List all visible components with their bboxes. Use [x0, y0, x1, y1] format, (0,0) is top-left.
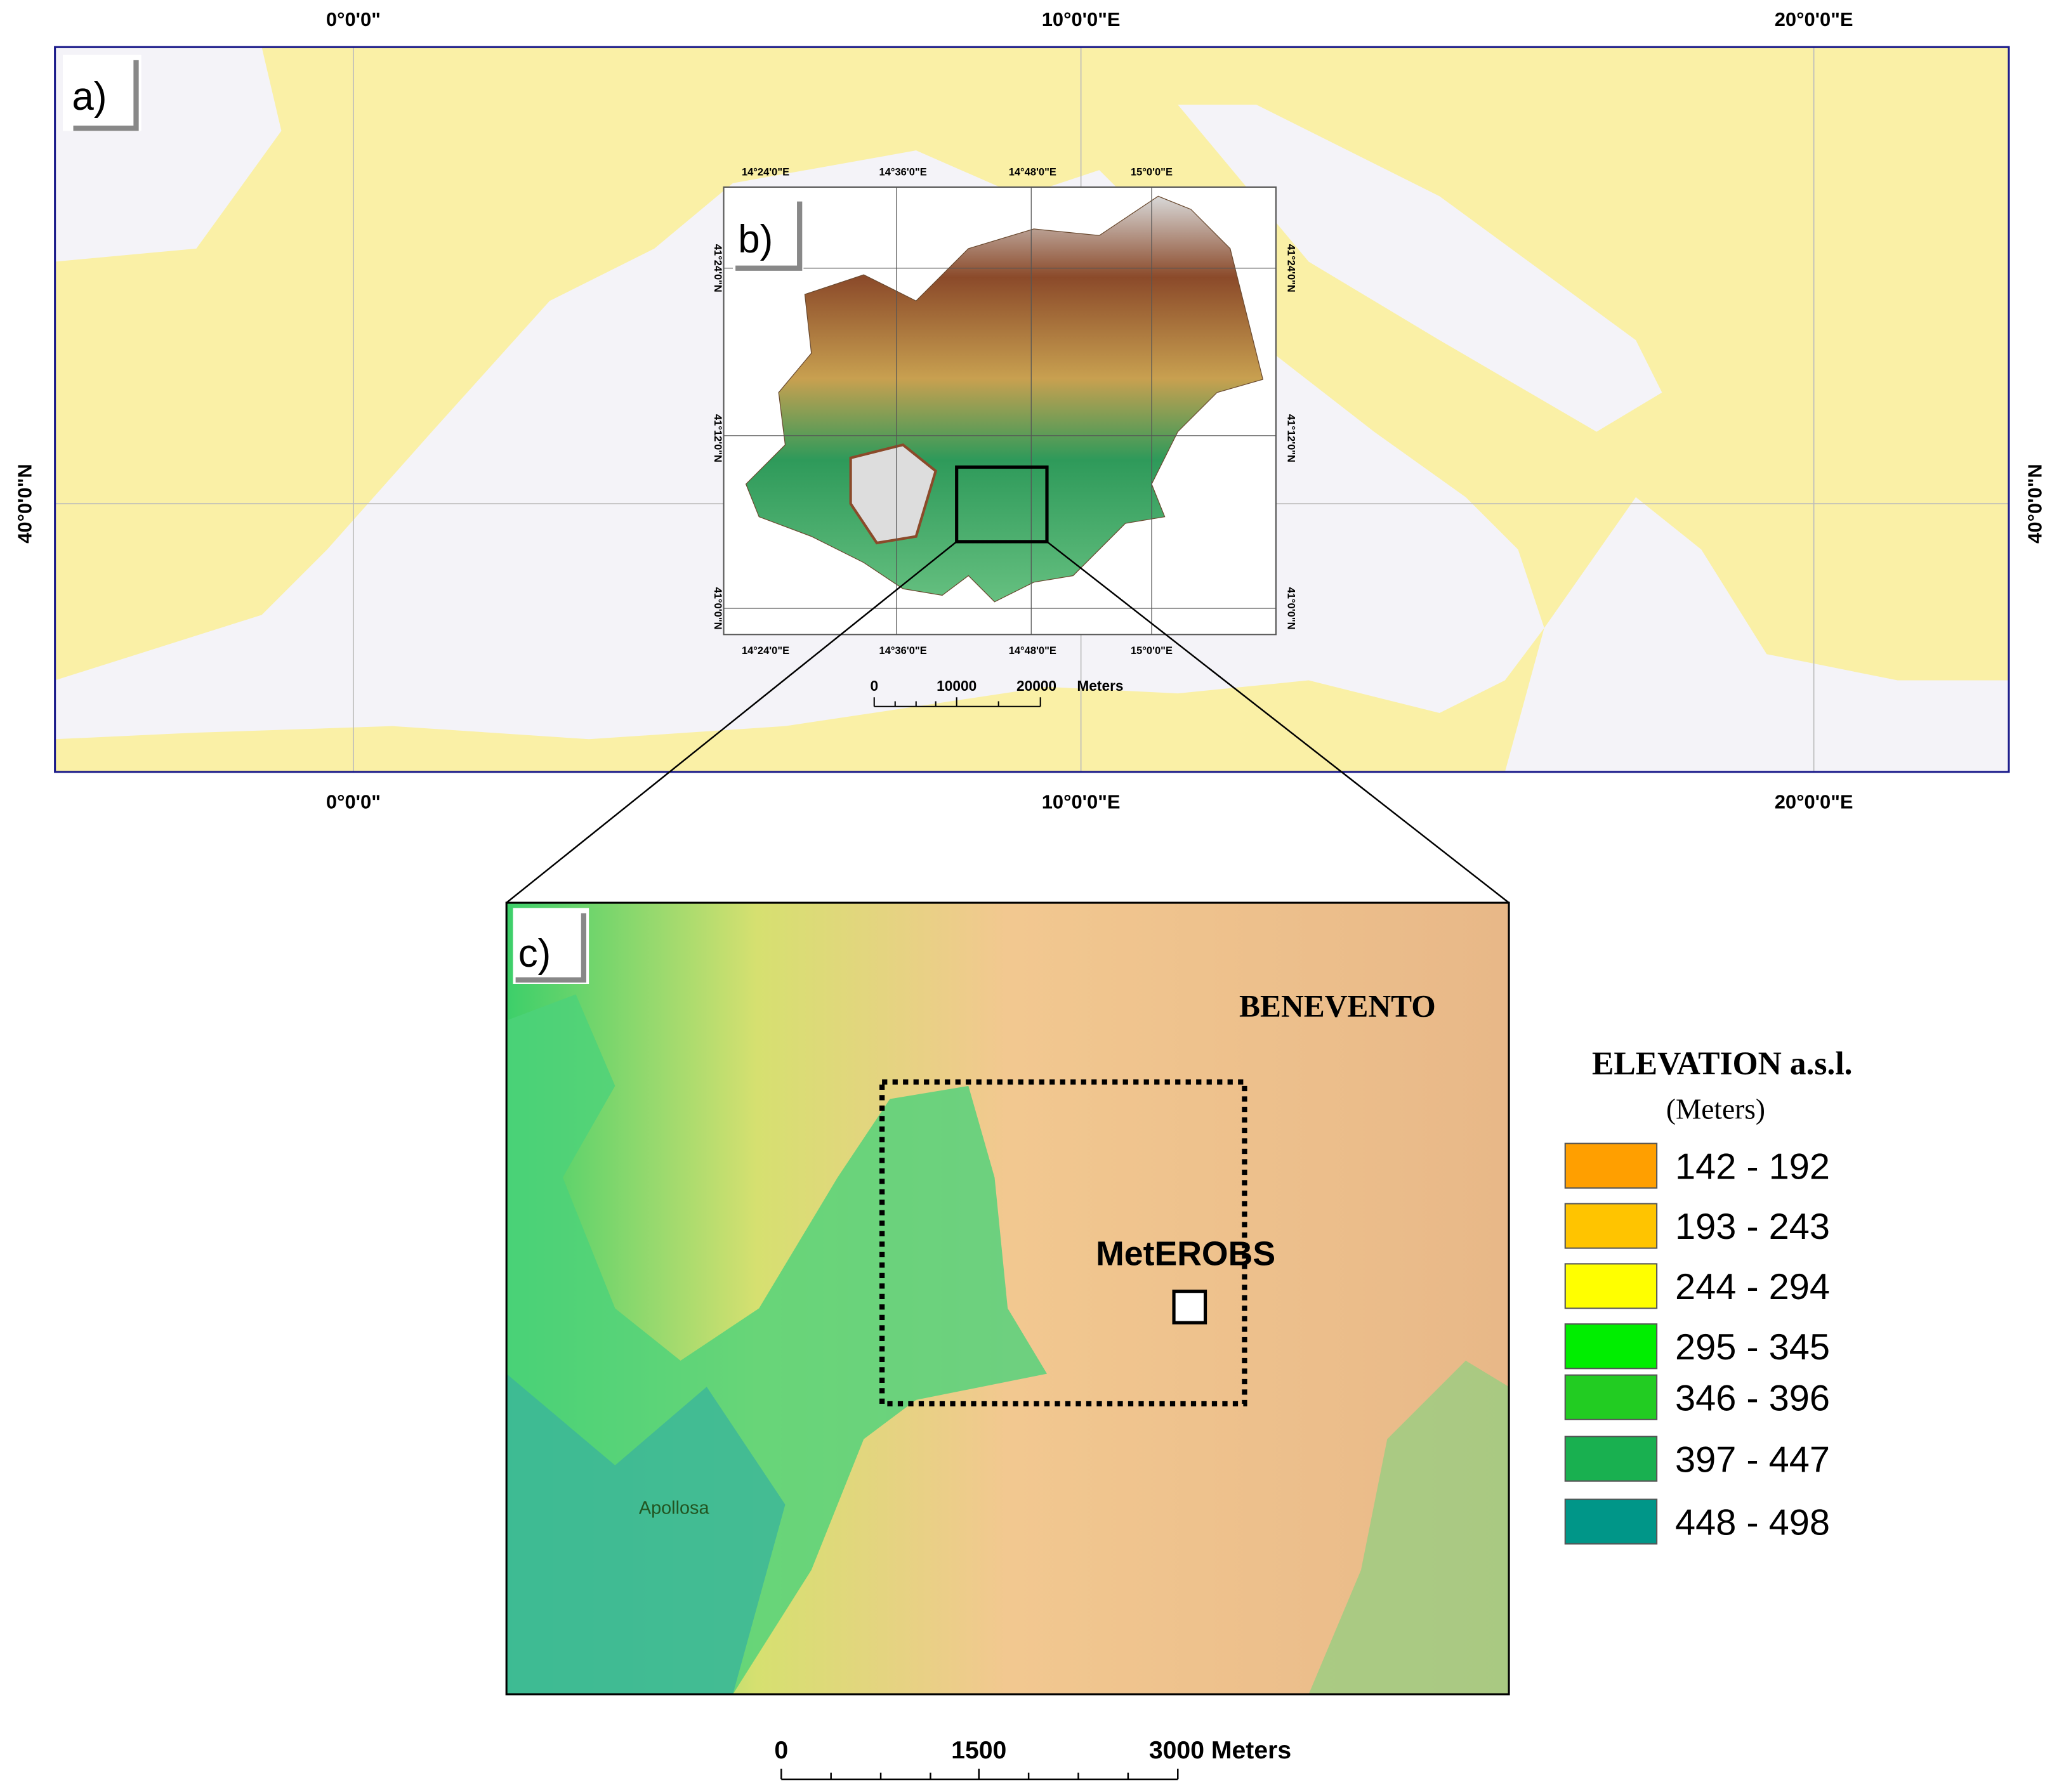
right-label: 41°12'0"N: [1285, 414, 1296, 462]
legend-swatch: [1564, 1263, 1658, 1309]
scale-label: 1500: [951, 1737, 1006, 1764]
legend-label: 346 - 396: [1675, 1378, 1830, 1418]
legend-label: 397 - 447: [1675, 1439, 1830, 1480]
label-frame: [73, 60, 139, 131]
top-label: 14°36'0"E: [879, 166, 927, 178]
legend-subtitle: (Meters): [1666, 1093, 1765, 1125]
label-box: [733, 196, 804, 270]
label-frame: [735, 201, 803, 271]
elevation-zone: [1308, 1360, 1509, 1694]
bottom-label: 14°36'0"E: [879, 645, 927, 657]
legend-swatch: [1564, 1142, 1658, 1189]
top-label: 0°0'0": [326, 8, 381, 30]
legend-label: 244 - 294: [1675, 1267, 1830, 1307]
left-label: 41°0'0"N: [712, 587, 723, 630]
legend-swatch: [1564, 1436, 1658, 1482]
left-label: 41°12'0"N: [712, 414, 723, 462]
top-label: 14°24'0"E: [742, 166, 789, 178]
legend-label: 295 - 345: [1675, 1327, 1830, 1368]
top-label: 20°0'0"E: [1775, 8, 1853, 30]
legend-title: ELEVATION a.s.l.: [1592, 1045, 1853, 1082]
right-label: 41°0'0"N: [1285, 587, 1296, 630]
legend-swatch: [1564, 1374, 1658, 1420]
right-label: 40°0'0"N: [2023, 464, 2046, 544]
panel-c: c) BENEVENTO MetEROBS Apollosa 0 1500 30…: [505, 901, 1510, 1781]
scale-label: Meters: [1077, 677, 1123, 694]
frame: [54, 46, 2010, 773]
legend: ELEVATION a.s.l. (Meters) 142 - 192 193 -…: [1564, 1045, 1853, 1545]
bottom-label: 14°48'0"E: [1009, 645, 1056, 657]
place-label: MetEROBS: [1096, 1234, 1275, 1272]
legend-swatch: [1564, 1323, 1658, 1370]
bottom-label: 14°24'0"E: [742, 645, 789, 657]
label-box: [63, 55, 141, 131]
bottom-label: 20°0'0"E: [1775, 791, 1853, 813]
right-label: 41°24'0"N: [1285, 244, 1296, 292]
bottom-label: 15°0'0"E: [1131, 645, 1173, 657]
top-label: 14°48'0"E: [1009, 166, 1056, 178]
bottom-label: 10°0'0"E: [1042, 791, 1121, 813]
legend-label: 142 - 192: [1675, 1146, 1830, 1187]
graticule: [723, 186, 1276, 635]
top-label: 10°0'0"E: [1042, 8, 1121, 30]
scale-bar: [780, 1769, 1179, 1781]
scale-label: 0: [774, 1737, 788, 1764]
panel-label: c): [518, 932, 551, 976]
connector: [506, 540, 1509, 904]
sea: [1504, 497, 2009, 772]
panel-label: a): [72, 75, 107, 119]
scale-label: 0: [870, 677, 878, 694]
legend-swatch: [1564, 1498, 1658, 1545]
left-label: 41°24'0"N: [712, 244, 723, 292]
left-label: 40°0'0"N: [14, 464, 36, 544]
panel-b: b) 14°24'0"E 14°36'0"E 14°48'0"E 15°0'0"…: [712, 166, 1296, 707]
top-label: 15°0'0"E: [1131, 166, 1173, 178]
elevation-zone: [506, 1373, 786, 1694]
scale-bar: [873, 697, 1041, 707]
frame: [505, 901, 1510, 1696]
legend-swatch: [1564, 1203, 1658, 1249]
zoom-box: [955, 465, 1049, 544]
relief: [849, 443, 938, 545]
legend-label: 448 - 498: [1675, 1502, 1830, 1543]
panel-label: b): [738, 218, 773, 261]
scale-label: 20000: [1016, 677, 1056, 694]
scale-label: 10000: [937, 677, 977, 694]
label-frame: [515, 913, 587, 983]
domain-box: [879, 1079, 1247, 1407]
place-label: BENEVENTO: [1239, 989, 1436, 1024]
bottom-label: 0°0'0": [326, 791, 381, 813]
sea: [1178, 104, 1662, 432]
place-label: Apollosa: [639, 1498, 710, 1518]
legend-label: 193 - 243: [1675, 1207, 1830, 1247]
label-box: [513, 908, 589, 984]
scale-label: 3000 Meters: [1149, 1737, 1291, 1764]
station-marker: [1172, 1290, 1207, 1324]
